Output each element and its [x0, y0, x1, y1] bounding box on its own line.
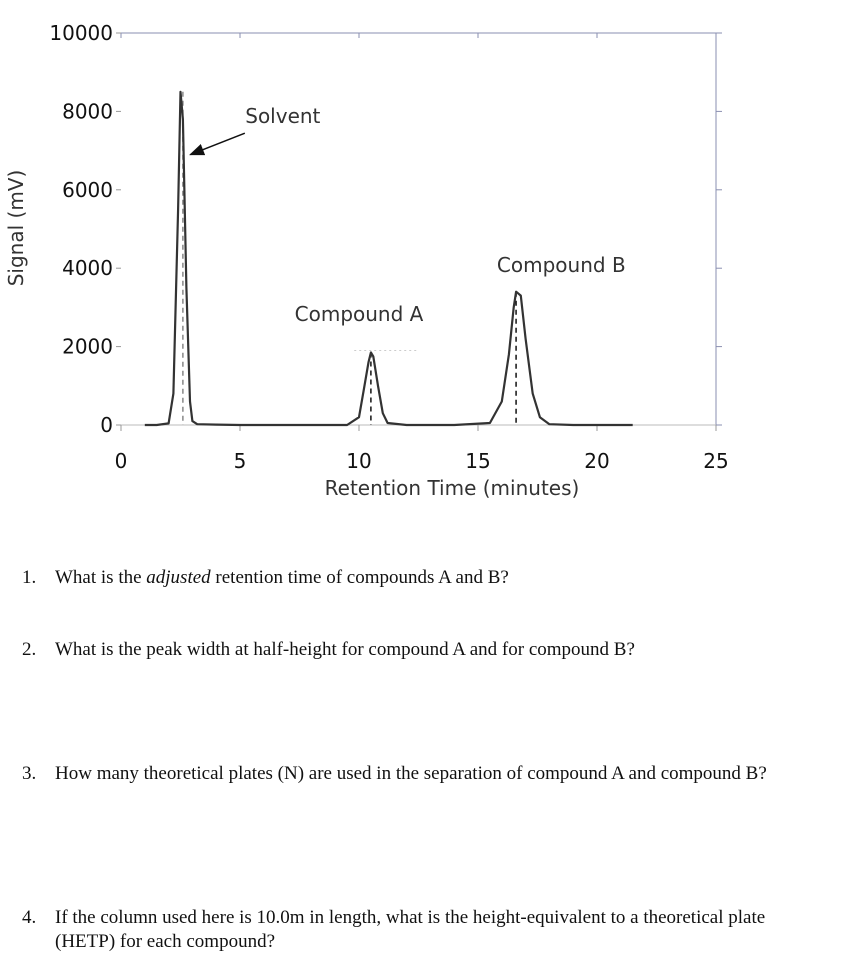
question-item: 4. If the column used here is 10.0m in l…	[22, 906, 828, 954]
x-tick-label: 0	[115, 449, 128, 473]
peak-annotation: Solvent	[245, 104, 320, 128]
x-tick-label: 15	[465, 449, 490, 473]
y-tick-label: 0	[100, 413, 113, 437]
y-tick-label: 6000	[62, 178, 113, 202]
signal-series	[144, 90, 633, 427]
y-tick-label: 10000	[49, 21, 113, 45]
y-tick-label: 4000	[62, 256, 113, 280]
question-emphasis: adjusted	[146, 567, 211, 588]
question-text: How many theoretical plates (N) are used…	[55, 763, 767, 784]
x-tick-label: 20	[584, 449, 609, 473]
question-text-part: retention time of compounds A and B?	[210, 567, 509, 588]
y-axis-title: Signal (mV)	[4, 170, 28, 287]
question-text: What is the adjusted retention time of c…	[55, 566, 828, 590]
question-text-part: What is the	[55, 567, 147, 588]
x-tick-label: 10	[346, 449, 371, 473]
question-item: 2. What is the peak width at half-height…	[22, 638, 828, 662]
x-axis-title: Retention Time (minutes)	[325, 476, 580, 500]
signal-line	[144, 90, 633, 427]
question-number: 3.	[22, 763, 37, 784]
y-tick-label: 2000	[62, 335, 113, 359]
question-item: 3. How many theoretical plates (N) are u…	[22, 762, 828, 786]
question-text: If the column used here is 10.0m in leng…	[55, 907, 766, 952]
y-tick-label: 8000	[62, 99, 113, 123]
peak-annotations: Solvent Compound A Compound B	[189, 104, 626, 326]
x-axis-ticks: 0 5 10 15 20 25	[115, 33, 729, 473]
question-number: 1.	[22, 567, 37, 588]
retention-time-markers	[182, 91, 517, 425]
peak-annotation: Compound A	[295, 302, 424, 326]
question-item: 1. What is the adjusted retention time o…	[22, 566, 828, 590]
peak-annotation: Compound B	[497, 253, 626, 277]
plot-frame	[121, 32, 717, 426]
question-number: 2.	[22, 639, 37, 660]
x-tick-label: 25	[703, 449, 728, 473]
question-number: 4.	[22, 907, 37, 928]
y-axis-ticks: 0 2000 4000 6000 8000 10000	[49, 21, 722, 437]
question-text: What is the peak width at half-height fo…	[55, 639, 635, 660]
x-tick-label: 5	[234, 449, 247, 473]
chromatogram-chart: 0 5 10 15 20 25 0 2000 4000 6000 8000 10000 Solven…	[4, 21, 729, 500]
annotation-arrow	[189, 132, 246, 156]
